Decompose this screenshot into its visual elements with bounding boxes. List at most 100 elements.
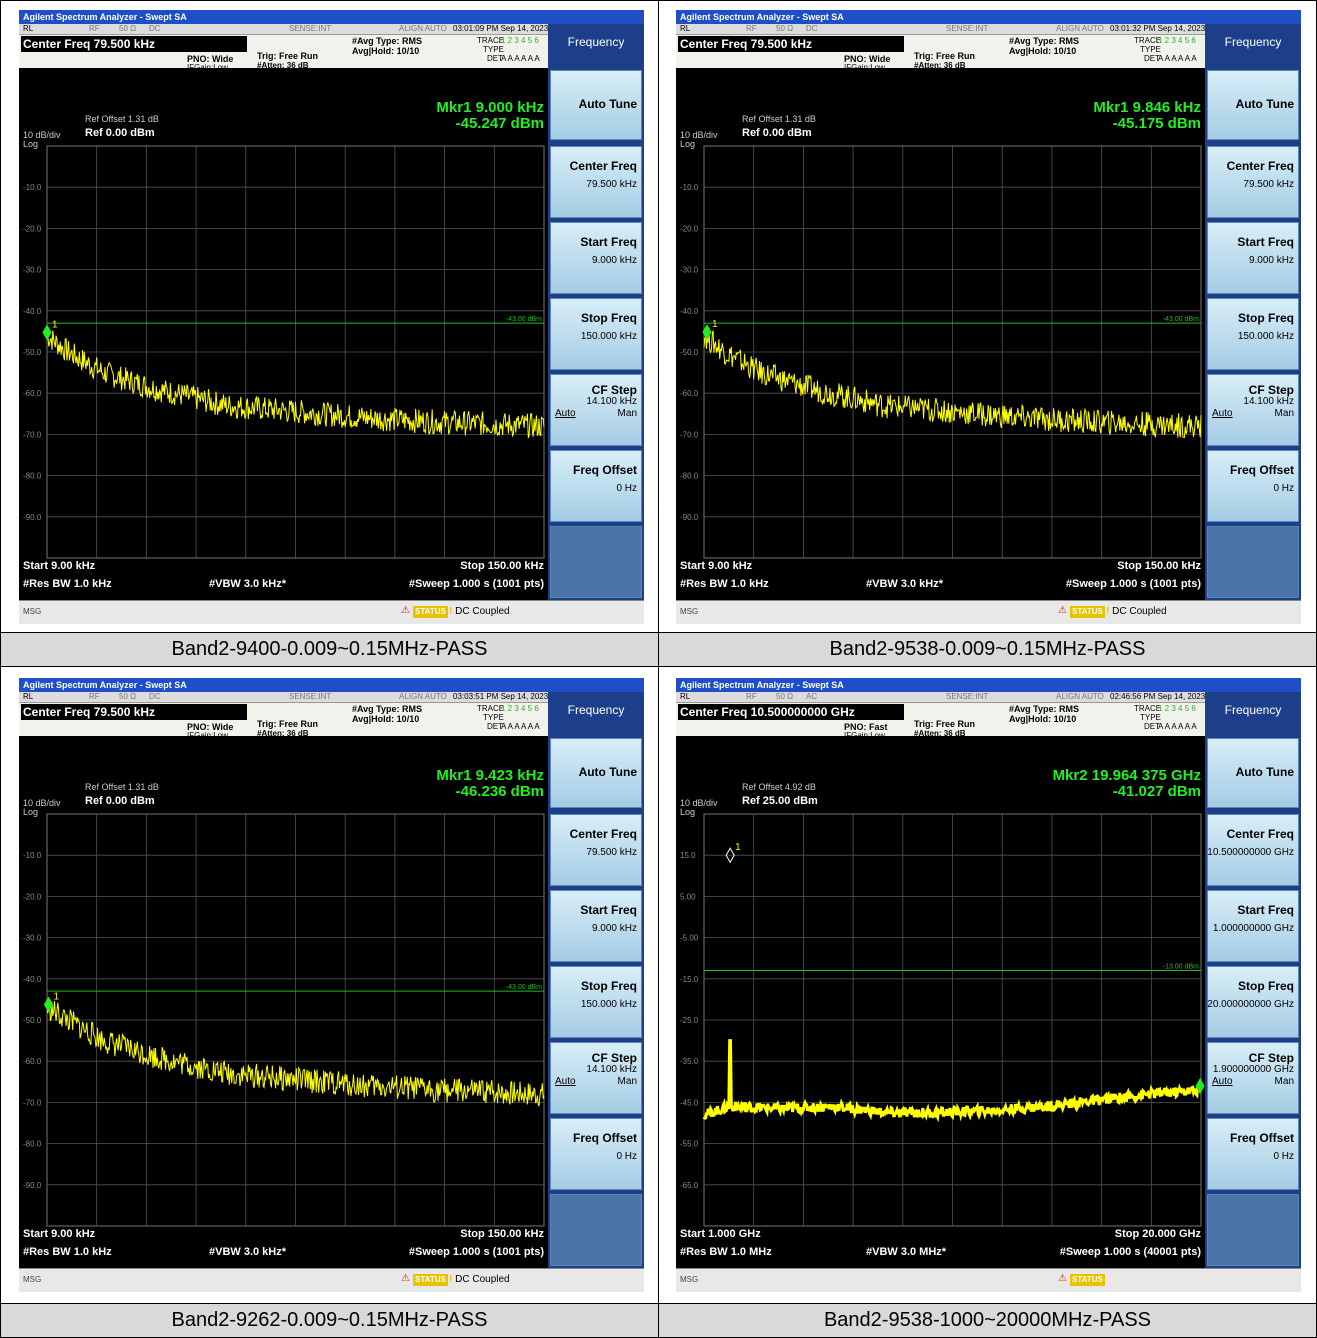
softkey-label: Freq Offset: [1229, 463, 1294, 477]
avg-type: #Avg Type: RMS: [1009, 36, 1080, 46]
spectrum-analyzer-window: Agilent Spectrum Analyzer - Swept SA RL …: [676, 10, 1301, 624]
auto-option[interactable]: Auto: [1212, 1076, 1233, 1087]
softkey-label: Freq Offset: [572, 463, 637, 477]
coupling-label: DC: [149, 24, 161, 33]
stop-frequency: Stop 150.00 kHz: [460, 1228, 544, 1240]
y-tick-label: -40.0: [680, 307, 699, 316]
cf-step-softkey[interactable]: CF Step 14.100 kHz Auto Man: [1207, 374, 1299, 446]
caption: Band2-9262-0.009~0.15MHz-PASS: [0, 1303, 659, 1338]
stop-freq-softkey[interactable]: Stop Freq 150.000 kHz: [550, 966, 642, 1038]
status-badge[interactable]: STATUS: [1070, 1274, 1105, 1286]
marker-amplitude: -41.027 dBm: [1112, 783, 1201, 800]
freq-offset-softkey[interactable]: Freq Offset 0 Hz: [550, 1118, 642, 1190]
log-label: Log: [680, 139, 696, 149]
softkey-label: Center Freq: [569, 827, 637, 841]
status-badge[interactable]: STATUS: [413, 1274, 448, 1286]
start-freq-softkey[interactable]: Start Freq 1.000000000 GHz: [1207, 890, 1299, 962]
res-bw: #Res BW 1.0 MHz: [680, 1246, 772, 1258]
marker-diamond[interactable]: [42, 324, 52, 341]
stop-freq-softkey[interactable]: Stop Freq 150.000 kHz: [1207, 298, 1299, 370]
man-option[interactable]: Man: [617, 408, 637, 419]
status-alert-icon: ⚠: [401, 1273, 410, 1284]
det-label: DET: [1144, 722, 1160, 731]
status-badge[interactable]: STATUS: [1070, 606, 1105, 618]
y-tick-label: -10.0: [680, 183, 699, 192]
spectrum-plot: 15.0 5.00 -5.00 -15.0 -25.0 -35.0 -45.0 -55.0 -6…: [680, 813, 1205, 1227]
y-tick-label: -30.0: [23, 934, 42, 943]
auto-option[interactable]: Auto: [555, 1076, 576, 1087]
y-tick-label: -65.0: [680, 1181, 699, 1190]
sweep: #Sweep 1.000 s (1001 pts): [1065, 578, 1201, 590]
limit-line-label: -43.00 dBm: [506, 984, 542, 991]
marker-frequency: Mkr1 9.000 kHz: [436, 99, 544, 116]
freq-offset-softkey[interactable]: Freq Offset 0 Hz: [1207, 1118, 1299, 1190]
avg-type: #Avg Type: RMS: [352, 704, 423, 714]
freq-offset-softkey[interactable]: Freq Offset 0 Hz: [550, 450, 642, 522]
softkey-value: 150.000 kHz: [580, 999, 637, 1010]
warning-icon: !: [449, 1274, 453, 1285]
softkey-label: Start Freq: [1237, 235, 1294, 249]
status-row: RL RF 50 Ω AC SENSE:INT ALIGN AUTO 02:46…: [676, 692, 1205, 703]
caption: Band2-9538-1000~20000MHz-PASS: [658, 1303, 1317, 1338]
y-tick-label: -70.0: [680, 430, 699, 439]
y-tick-label: -40.0: [23, 307, 42, 316]
dc-coupled-warning: ! DC Coupled: [449, 606, 510, 617]
status-badge[interactable]: STATUS: [413, 606, 448, 618]
cf-step-softkey[interactable]: CF Step 1.900000000 GHz Auto Man: [1207, 1042, 1299, 1114]
settings-header: RL RF 50 Ω DC SENSE:INT ALIGN AUTO 03:01…: [19, 24, 548, 72]
marker-label: 1: [712, 319, 718, 330]
cf-step-softkey[interactable]: CF Step 14.100 kHz Auto Man: [550, 1042, 642, 1114]
log-label: Log: [23, 807, 39, 817]
window-title: Agilent Spectrum Analyzer - Swept SA: [19, 678, 644, 692]
man-option[interactable]: Man: [1274, 408, 1294, 419]
center-freq-softkey[interactable]: Center Freq 79.500 kHz: [550, 146, 642, 218]
spectrum-analyzer-window: Agilent Spectrum Analyzer - Swept SA RL …: [19, 678, 644, 1292]
db-per-div: 10 dB/div: [680, 130, 718, 140]
auto-tune-softkey[interactable]: Auto Tune: [1207, 738, 1299, 808]
msg-label: MSG: [23, 607, 42, 616]
center-freq-softkey[interactable]: Center Freq 10.500000000 GHz: [1207, 814, 1299, 886]
marker-amplitude: -45.175 dBm: [1112, 115, 1201, 132]
marker-diamond[interactable]: [702, 324, 712, 341]
start-freq-softkey[interactable]: Start Freq 9.000 kHz: [1207, 222, 1299, 294]
stop-freq-softkey[interactable]: Stop Freq 150.000 kHz: [550, 298, 642, 370]
auto-tune-softkey[interactable]: Auto Tune: [1207, 70, 1299, 140]
status-row: RL RF 50 Ω DC SENSE:INT ALIGN AUTO 03:01…: [676, 24, 1205, 35]
softkey-menu-title: Frequency: [548, 692, 644, 728]
auto-option[interactable]: Auto: [555, 408, 576, 419]
align-label: ALIGN AUTO: [1056, 692, 1104, 701]
man-option[interactable]: Man: [1274, 1076, 1294, 1087]
stop-frequency: Stop 20.000 GHz: [1114, 1228, 1201, 1240]
marker-frequency: Mkr1 9.423 kHz: [436, 767, 544, 784]
freq-offset-softkey[interactable]: Freq Offset 0 Hz: [1207, 450, 1299, 522]
marker-diamond[interactable]: [1195, 1078, 1205, 1095]
softkey-label: Center Freq: [1226, 827, 1294, 841]
softkey-value: 150.000 kHz: [1237, 331, 1294, 342]
softkey-value: 0 Hz: [1273, 483, 1294, 494]
start-freq-softkey[interactable]: Start Freq 9.000 kHz: [550, 222, 642, 294]
trig-label: Trig: Free Run: [914, 719, 976, 729]
timestamp: 03:01:32 PM Sep 14, 2023: [1110, 24, 1206, 33]
cf-step-softkey[interactable]: CF Step 14.100 kHz Auto Man: [550, 374, 642, 446]
ref-offset: Ref Offset 1.31 dB: [85, 114, 159, 124]
marker-diamond[interactable]: [43, 996, 54, 1013]
man-option[interactable]: Man: [617, 1076, 637, 1087]
center-freq-softkey[interactable]: Center Freq 79.500 kHz: [550, 814, 642, 886]
msg-label: MSG: [680, 607, 699, 616]
center-freq-softkey[interactable]: Center Freq 79.500 kHz: [1207, 146, 1299, 218]
sense-label: SENSE:INT: [946, 692, 989, 701]
marker-label: 1: [53, 991, 59, 1002]
type-label: TYPE: [483, 713, 504, 722]
marker-diamond[interactable]: [725, 847, 735, 864]
marker-frequency: Mkr1 9.846 kHz: [1093, 99, 1201, 116]
auto-tune-softkey[interactable]: Auto Tune: [550, 70, 642, 140]
ref-level: Ref 0.00 dBm: [742, 127, 812, 139]
dc-coupled-warning: ! DC Coupled: [449, 1274, 510, 1285]
start-freq-softkey[interactable]: Start Freq 9.000 kHz: [550, 890, 642, 962]
softkey-label: Start Freq: [1237, 903, 1294, 917]
auto-option[interactable]: Auto: [1212, 408, 1233, 419]
auto-tune-softkey[interactable]: Auto Tune: [550, 738, 642, 808]
start-frequency: Start 9.00 kHz: [23, 560, 96, 572]
y-tick-label: -50.0: [23, 1016, 42, 1025]
stop-freq-softkey[interactable]: Stop Freq 20.000000000 GHz: [1207, 966, 1299, 1038]
